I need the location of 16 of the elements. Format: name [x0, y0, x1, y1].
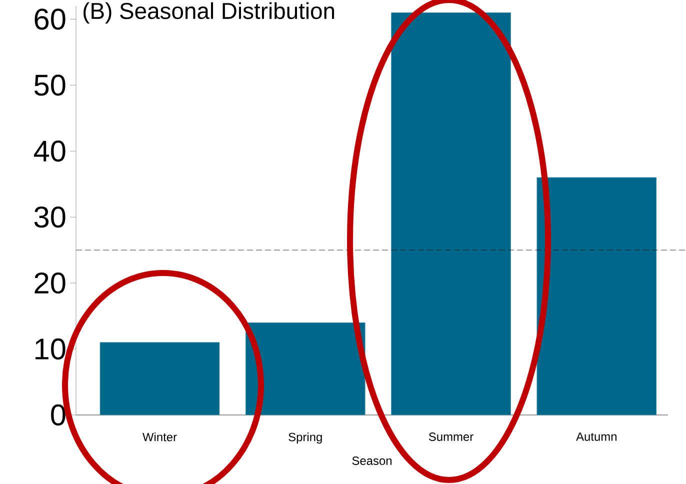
- y-tick-label: 0: [51, 404, 66, 426]
- y-tick-label: 10: [36, 338, 66, 360]
- bar: [536, 177, 657, 416]
- x-axis-title: Season: [352, 456, 392, 465]
- x-tick-label: Summer: [428, 432, 474, 441]
- x-tick-label: Spring: [288, 432, 322, 444]
- y-tick-label: 30: [34, 206, 66, 228]
- y-tick-label: 20: [34, 272, 66, 294]
- x-tick-label: Winter: [142, 432, 177, 442]
- x-tick-label: Autumn: [576, 432, 616, 441]
- chart-title: (B) Seasonal Distribution: [84, 2, 334, 24]
- y-tick-label: 60: [34, 8, 66, 30]
- bar: [245, 322, 366, 416]
- bar: [100, 342, 220, 416]
- y-tick-label: 40: [34, 140, 66, 162]
- y-tick-label: 50: [34, 74, 66, 96]
